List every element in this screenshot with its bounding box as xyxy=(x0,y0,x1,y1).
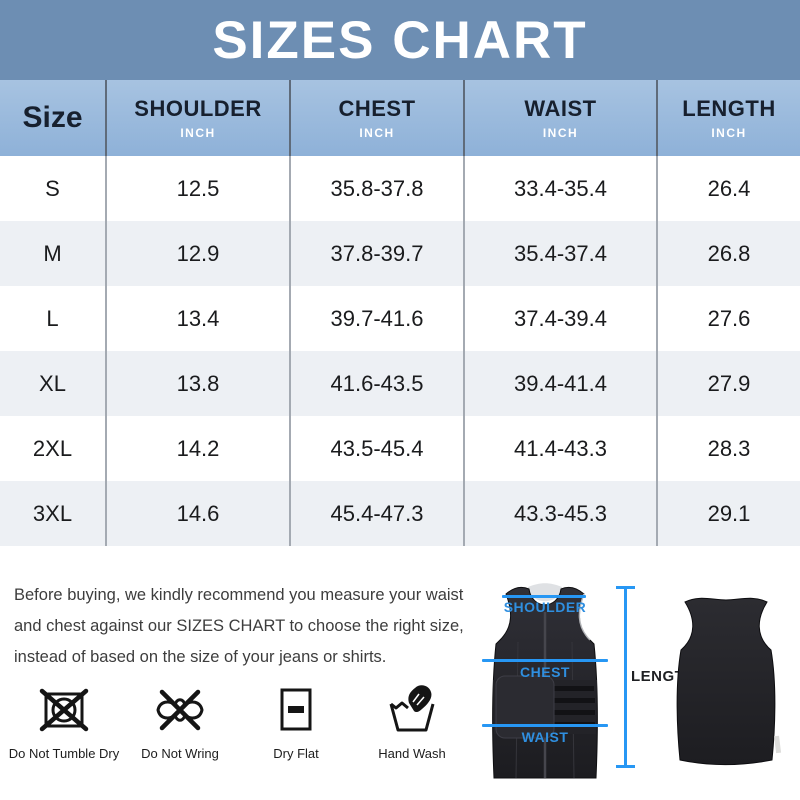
care-instructions: Do Not Tumble Dry Do Not Wring Dry Flat xyxy=(0,684,478,761)
length-measure-line xyxy=(624,586,627,768)
cell-length: 26.8 xyxy=(707,240,751,266)
vest-front-icon xyxy=(492,583,598,779)
care-label: Do Not Tumble Dry xyxy=(8,746,120,761)
cell-length: 29.1 xyxy=(707,500,751,526)
care-item: Do Not Tumble Dry xyxy=(6,684,122,761)
vest-back-icon xyxy=(676,597,782,765)
measure-note: Before buying, we kindly recommend you m… xyxy=(14,580,464,673)
column-unit: INCH xyxy=(359,126,395,140)
cell-chest: 39.7-41.6 xyxy=(291,286,465,351)
column-header-chest: CHEST INCH xyxy=(291,80,465,156)
column-label: WAIST xyxy=(524,96,597,121)
cell-waist: 43.3-45.3 xyxy=(465,481,658,546)
cell-waist: 37.4-39.4 xyxy=(465,286,658,351)
cell-shoulder: 13.4 xyxy=(107,286,291,351)
note-line: and chest against our SIZES CHART to cho… xyxy=(14,617,464,635)
cell-chest: 45.4-47.3 xyxy=(291,481,465,546)
cell-size: XL xyxy=(0,351,107,416)
cell-size: 2XL xyxy=(0,416,107,481)
waist-label: WAIST xyxy=(521,729,569,745)
care-item: Hand Wash xyxy=(354,684,470,761)
note-line: instead of based on the size of your jea… xyxy=(14,648,387,666)
table-row: 3XL 14.6 45.4-47.3 43.3-45.3 29.1 xyxy=(0,481,800,546)
cell-length: 28.3 xyxy=(707,435,751,461)
cell-shoulder: 14.6 xyxy=(107,481,291,546)
cell-shoulder: 14.2 xyxy=(107,416,291,481)
column-header-shoulder: SHOULDER INCH xyxy=(107,80,291,156)
bottom-section: Before buying, we kindly recommend you m… xyxy=(0,546,800,800)
column-header-length: LENGTH INCH xyxy=(658,80,800,156)
size-table: Size SHOULDER INCH CHEST INCH WAIST INCH… xyxy=(0,80,800,546)
table-row: XL 13.8 41.6-43.5 39.4-41.4 27.9 xyxy=(0,351,800,416)
waist-measure-line xyxy=(482,724,608,727)
cell-chest: 43.5-45.4 xyxy=(291,416,465,481)
cell-shoulder: 13.8 xyxy=(107,351,291,416)
cell-chest: 35.8-37.8 xyxy=(291,156,465,221)
care-label: Hand Wash xyxy=(378,746,446,761)
cell-shoulder: 12.9 xyxy=(107,221,291,286)
length-bottom-cap xyxy=(616,765,635,768)
chest-measure-line xyxy=(482,659,608,662)
cell-length: 27.9 xyxy=(707,370,751,396)
vest-front-diagram: SHOULDER CHEST WAIST xyxy=(478,582,612,782)
banner: SIZES CHART xyxy=(0,0,800,80)
table-body: S 12.5 35.8-37.8 33.4-35.4 26.4 M 12.9 3… xyxy=(0,156,800,546)
table-row: M 12.9 37.8-39.7 35.4-37.4 26.8 xyxy=(0,221,800,286)
column-label: Size xyxy=(22,101,83,134)
shoulder-label: SHOULDER xyxy=(503,599,587,615)
table-row: L 13.4 39.7-41.6 37.4-39.4 27.6 xyxy=(0,286,800,351)
cell-waist: 39.4-41.4 xyxy=(465,351,658,416)
table-row: 2XL 14.2 43.5-45.4 41.4-43.3 28.3 xyxy=(0,416,800,481)
column-unit: INCH xyxy=(180,126,216,140)
cell-length: 27.6 xyxy=(707,305,751,331)
note-line: Before buying, we kindly recommend you m… xyxy=(14,586,464,604)
table-header-row: Size SHOULDER INCH CHEST INCH WAIST INCH… xyxy=(0,80,800,156)
dry-flat-icon xyxy=(280,688,312,731)
care-label: Dry Flat xyxy=(273,746,319,761)
chest-label: CHEST xyxy=(520,664,570,680)
cell-size: M xyxy=(0,221,107,286)
column-header-waist: WAIST INCH xyxy=(465,80,658,156)
cell-size: S xyxy=(0,156,107,221)
care-item: Dry Flat xyxy=(238,684,354,761)
column-unit: INCH xyxy=(711,126,747,140)
page-title: SIZES CHART xyxy=(212,10,588,70)
cell-waist: 35.4-37.4 xyxy=(465,221,658,286)
care-item: Do Not Wring xyxy=(122,684,238,761)
vest-back-diagram xyxy=(653,590,800,768)
column-label: SHOULDER xyxy=(134,96,262,121)
table-row: S 12.5 35.8-37.8 33.4-35.4 26.4 xyxy=(0,156,800,221)
column-unit: INCH xyxy=(542,126,579,140)
column-label: LENGTH xyxy=(682,96,776,121)
column-header-size: Size xyxy=(0,80,107,156)
cell-chest: 37.8-39.7 xyxy=(291,221,465,286)
cell-waist: 41.4-43.3 xyxy=(465,416,658,481)
cell-size: L xyxy=(0,286,107,351)
cell-chest: 41.6-43.5 xyxy=(291,351,465,416)
cell-shoulder: 12.5 xyxy=(107,156,291,221)
care-label: Do Not Wring xyxy=(141,746,219,761)
column-label: CHEST xyxy=(338,96,416,121)
do-not-wring-icon xyxy=(156,689,204,731)
shoulder-measure-line xyxy=(502,595,586,598)
do-not-tumble-dry-icon xyxy=(39,688,89,732)
cell-waist: 33.4-35.4 xyxy=(465,156,658,221)
cell-length: 26.4 xyxy=(707,175,751,201)
hand-wash-icon xyxy=(389,685,435,732)
cell-size: 3XL xyxy=(0,481,107,546)
